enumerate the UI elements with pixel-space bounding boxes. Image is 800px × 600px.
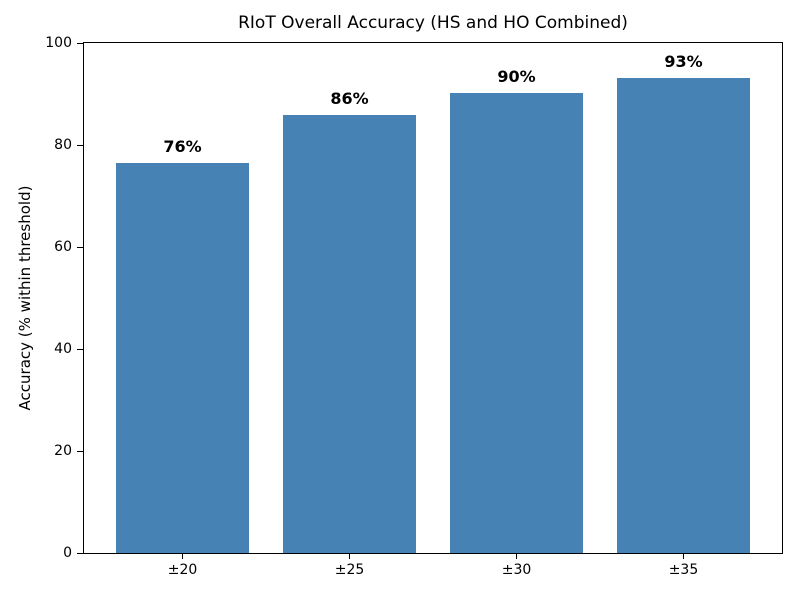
x-tick-mark xyxy=(182,553,184,559)
bar-±25 xyxy=(282,114,417,553)
bar-value-label: 93% xyxy=(664,51,703,71)
y-axis-label: Accuracy (% within threshold) xyxy=(16,185,34,411)
bar-value-label: 76% xyxy=(163,137,202,157)
y-tick-mark xyxy=(77,348,83,350)
y-tick-label: 20 xyxy=(54,443,72,459)
y-tick-mark xyxy=(77,144,83,146)
x-tick-label: ±20 xyxy=(167,562,198,578)
y-tick-label: 40 xyxy=(54,341,72,357)
bar-value-label: 90% xyxy=(497,66,536,86)
x-tick-mark xyxy=(515,553,517,559)
plot-area: 0 20 40 60 80 100 76% ±20 86% ±25 90% ±30 93% ±35 xyxy=(45,35,783,578)
x-tick-mark xyxy=(682,553,684,559)
y-tick-label: 60 xyxy=(54,239,72,255)
bar-±35 xyxy=(616,77,751,553)
x-tick-label: ±30 xyxy=(501,562,532,578)
bar-±30 xyxy=(449,92,584,553)
y-tick-label: 100 xyxy=(45,35,72,51)
x-tick-label: ±25 xyxy=(334,562,365,578)
chart-title: RIoT Overall Accuracy (HS and HO Combine… xyxy=(238,13,628,33)
y-tick-mark xyxy=(77,42,83,44)
x-tick-label: ±35 xyxy=(668,562,699,578)
y-tick-label: 80 xyxy=(54,137,72,153)
y-tick-mark xyxy=(77,450,83,452)
bar-±20 xyxy=(115,163,250,553)
y-tick-label: 0 xyxy=(63,545,72,561)
x-tick-mark xyxy=(349,553,350,559)
y-tick-mark xyxy=(77,246,83,248)
y-tick-mark xyxy=(77,552,83,554)
bar-value-label: 86% xyxy=(330,88,369,108)
